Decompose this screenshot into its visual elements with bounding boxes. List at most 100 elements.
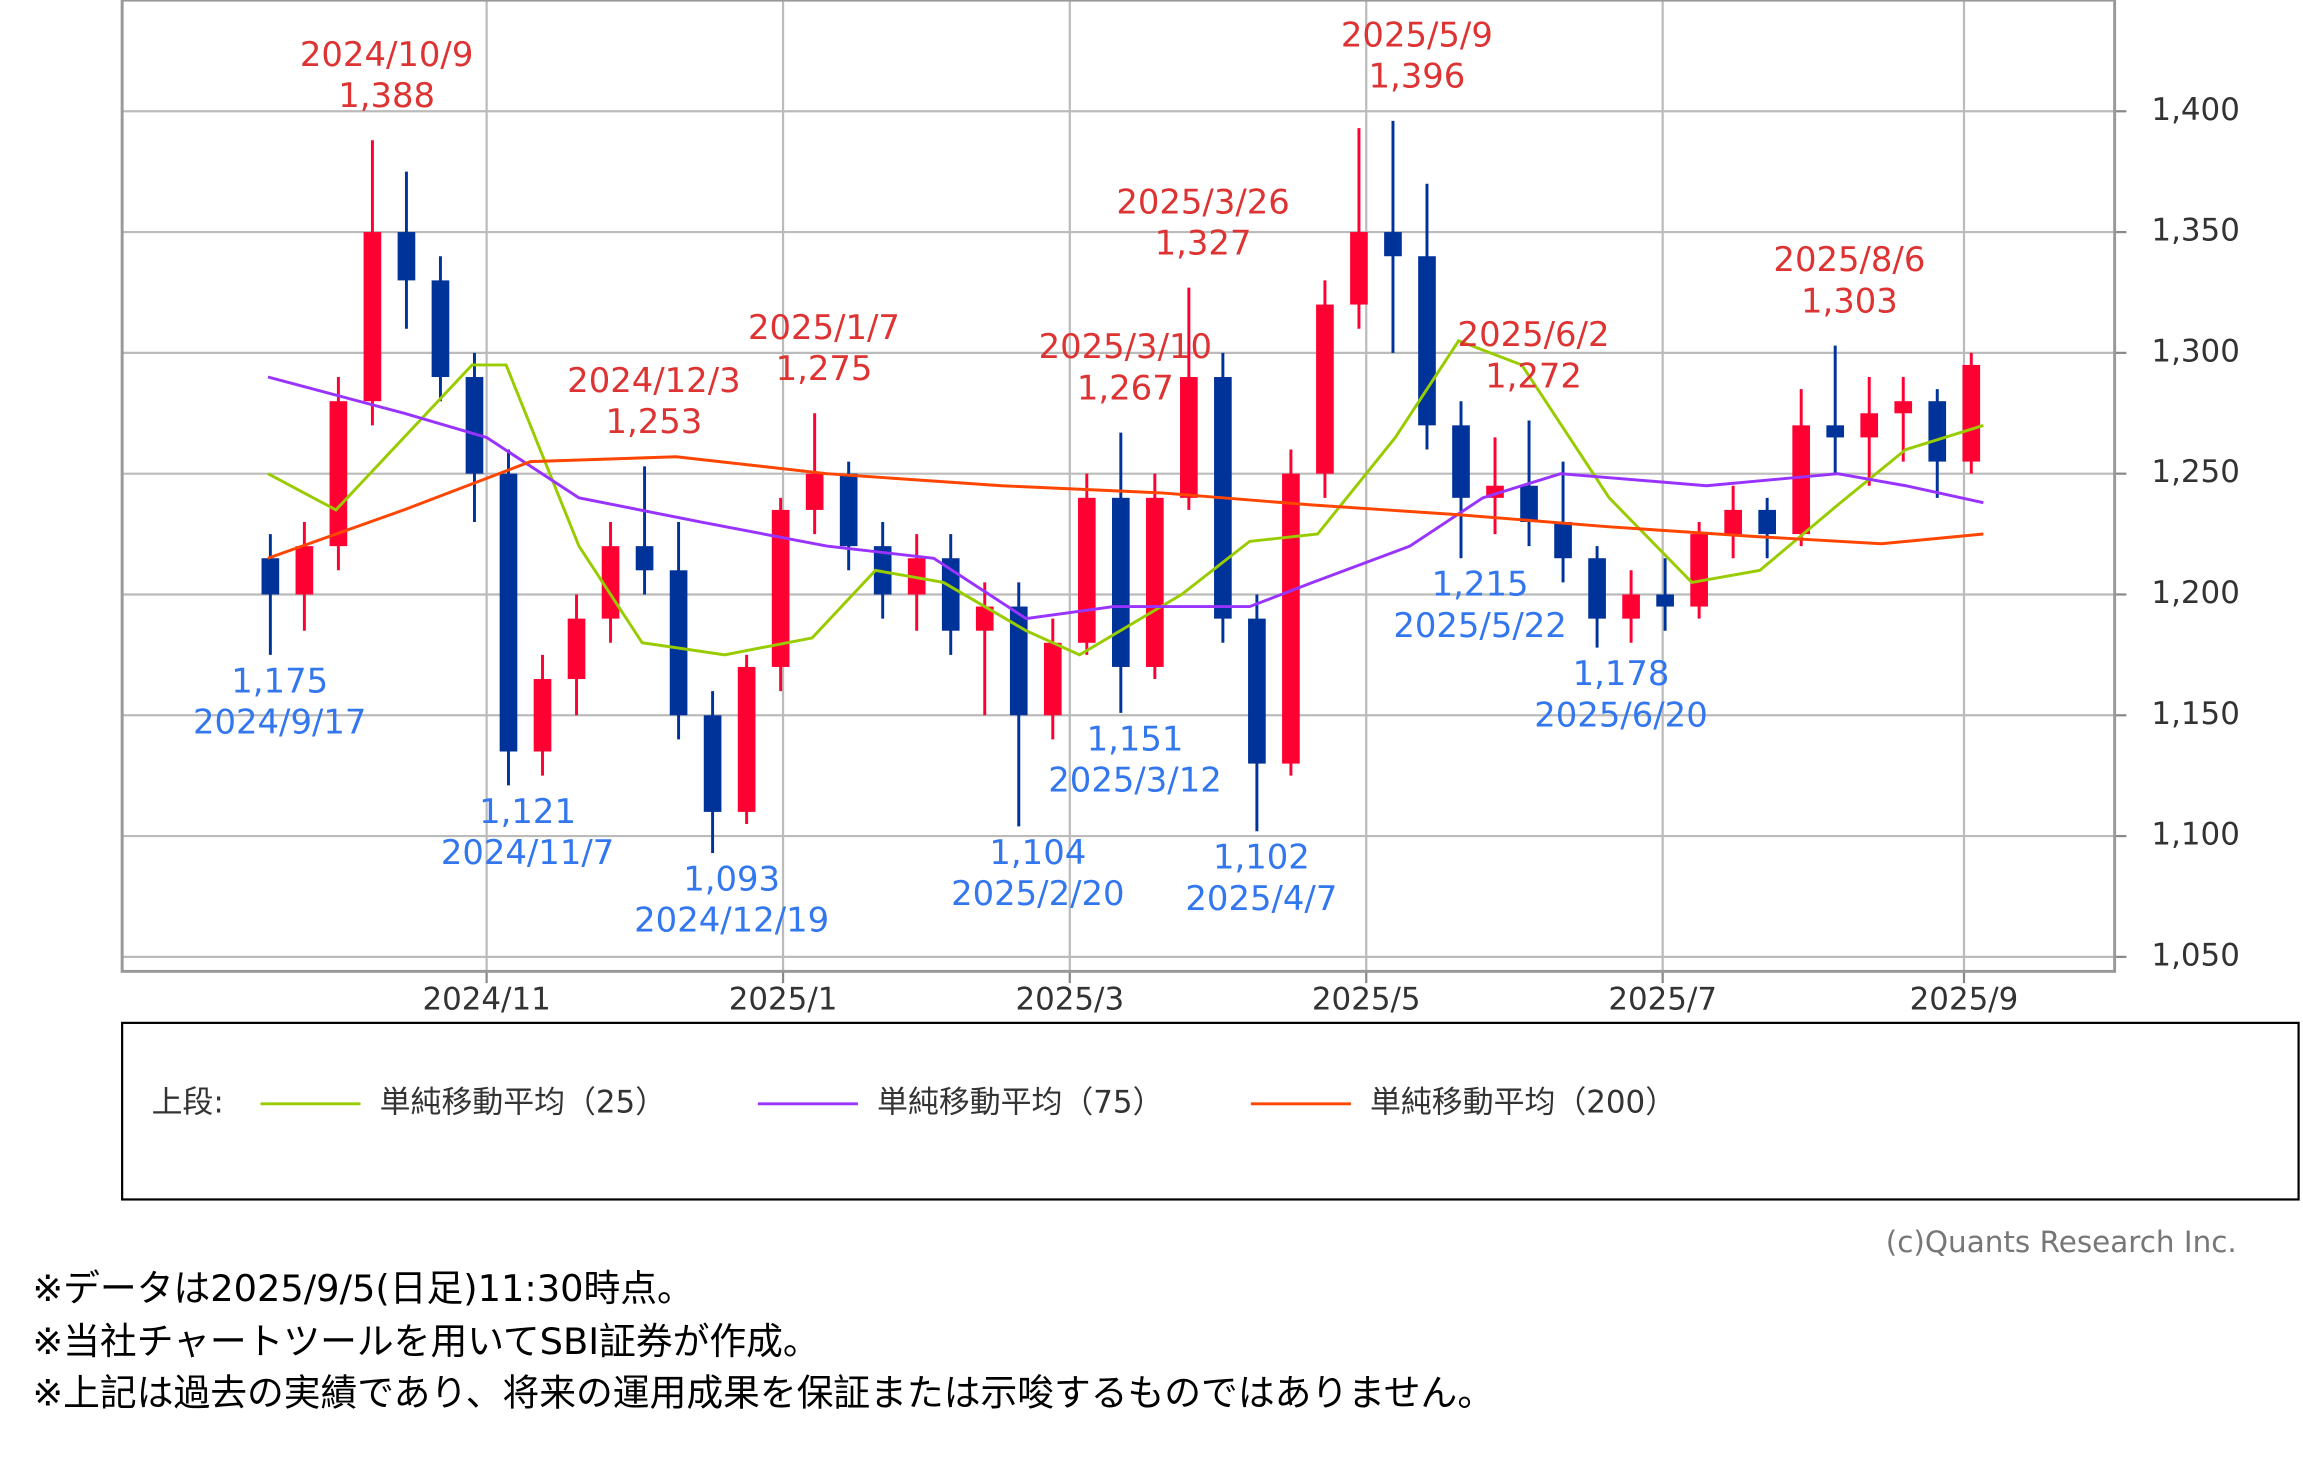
- annotation-value: 1,275: [776, 349, 873, 388]
- annotation-value: 1,267: [1077, 368, 1174, 407]
- candle-body: [499, 473, 518, 752]
- candle-body: [975, 606, 994, 631]
- annotation-value: 1,388: [338, 76, 435, 115]
- candle-body: [1860, 413, 1879, 438]
- candle-body: [1180, 377, 1198, 498]
- candle-body: [1826, 425, 1845, 438]
- annotation-value: 1,215: [1432, 565, 1529, 604]
- candle-body: [1111, 497, 1130, 667]
- annotation-date: 2025/5/9: [1341, 16, 1493, 55]
- legend-label: 単純移動平均（200）: [1370, 1084, 1676, 1120]
- annotation-date: 2024/10/9: [300, 35, 473, 74]
- candle-body: [533, 679, 552, 752]
- y-tick-label: 1,250: [2151, 454, 2239, 490]
- candle-body: [1520, 485, 1538, 522]
- candle-body: [397, 232, 416, 281]
- annotation-date: 2025/6/20: [1534, 695, 1707, 734]
- candle-body: [431, 280, 450, 378]
- candle-body: [261, 558, 280, 595]
- note: ※データは2025/9/5(日足)11:30時点。: [32, 1267, 693, 1310]
- x-tick-label: 2025/1: [729, 981, 838, 1017]
- annotation-value: 1,151: [1087, 719, 1184, 758]
- candle-body: [805, 473, 824, 510]
- annotation-date: 2025/5/22: [1393, 606, 1566, 645]
- candle-body: [839, 473, 858, 547]
- candle-body: [1690, 534, 1708, 607]
- candle-body: [669, 570, 688, 716]
- annotation-date: 2024/9/17: [193, 703, 366, 742]
- annotation-date: 2025/6/2: [1458, 315, 1610, 354]
- annotation-date: 2025/1/7: [748, 308, 900, 347]
- y-tick-label: 1,050: [2151, 937, 2239, 973]
- x-tick-label: 2024/11: [422, 981, 550, 1017]
- copyright: (c)Quants Research Inc.: [1886, 1225, 2237, 1259]
- candle-body: [1962, 364, 1981, 462]
- annotation-value: 1,104: [989, 833, 1086, 872]
- y-tick-label: 1,150: [2151, 696, 2239, 732]
- candle-body: [1554, 521, 1572, 559]
- x-tick-label: 2025/7: [1608, 981, 1717, 1017]
- candle-body: [635, 546, 654, 571]
- ma-line: [267, 375, 1984, 621]
- candle-body: [771, 509, 790, 667]
- candle-body: [1894, 401, 1913, 414]
- candle-body: [1724, 509, 1742, 535]
- candle-body: [329, 401, 348, 547]
- candle-body: [567, 618, 586, 680]
- candle-body: [1588, 558, 1606, 619]
- legend-box: [121, 1021, 2300, 1201]
- x-tick-label: 2025/9: [1910, 981, 2019, 1017]
- candle-body: [1350, 232, 1368, 305]
- annotation-value: 1,303: [1801, 281, 1898, 320]
- note: ※上記は過去の実績であり、将来の運用成果を保証または示唆するものではありません。: [32, 1372, 1494, 1415]
- y-tick-label: 1,200: [2151, 575, 2239, 611]
- candle-body: [1656, 594, 1674, 607]
- annotation-value: 1,175: [231, 661, 328, 700]
- annotation-date: 2025/2/20: [951, 874, 1124, 913]
- x-tick-label: 2025/3: [1015, 981, 1124, 1017]
- annotation-date: 2025/4/7: [1185, 879, 1337, 918]
- annotation-date: 2025/3/10: [1039, 327, 1212, 366]
- candle-body: [1758, 509, 1776, 535]
- candle-body: [1792, 425, 1811, 535]
- candle-body: [295, 546, 314, 595]
- annotation-date: 2024/11/7: [441, 833, 614, 872]
- annotation-value: 1,396: [1368, 57, 1465, 96]
- legend-prefix: 上段:: [152, 1084, 224, 1120]
- ma-line: [267, 455, 1984, 560]
- candle-body: [363, 232, 382, 402]
- candle-body: [1622, 594, 1640, 619]
- plot-frame: [120, 0, 2117, 973]
- candle-body: [703, 715, 722, 812]
- candle-body: [737, 666, 756, 812]
- annotation-date: 2025/3/26: [1116, 182, 1289, 221]
- x-tick-label: 2025/5: [1312, 981, 1421, 1017]
- annotation-value: 1,178: [1573, 654, 1670, 693]
- candle-body: [1282, 473, 1300, 764]
- candle-body: [1077, 497, 1096, 643]
- candle-body: [465, 377, 484, 474]
- note: ※当社チャートツールを用いてSBI証券が作成。: [32, 1320, 819, 1363]
- annotation-value: 1,327: [1155, 223, 1252, 262]
- annotation-date: 2025/3/12: [1048, 761, 1221, 800]
- candle-body: [1146, 497, 1164, 667]
- candle-body: [941, 558, 960, 631]
- candle-body: [1452, 425, 1470, 498]
- annotation-value: 1,121: [479, 792, 576, 831]
- annotation-value: 1,272: [1485, 356, 1582, 395]
- candle-body: [1316, 304, 1334, 474]
- ma-line: [267, 339, 1984, 657]
- y-tick-label: 1,100: [2151, 817, 2239, 853]
- y-tick-label: 1,300: [2151, 333, 2239, 369]
- y-tick-label: 1,350: [2151, 213, 2239, 249]
- candle-body: [1009, 606, 1028, 716]
- y-tick-label: 1,400: [2151, 92, 2239, 128]
- annotation-value: 1,253: [605, 402, 702, 441]
- legend-label: 単純移動平均（25）: [380, 1084, 666, 1120]
- annotation-value: 1,093: [683, 859, 780, 898]
- candle-body: [1248, 618, 1266, 764]
- annotation-date: 2025/8/6: [1773, 240, 1925, 279]
- legend-label: 単純移動平均（75）: [877, 1084, 1163, 1120]
- annotation-date: 2024/12/3: [567, 361, 740, 400]
